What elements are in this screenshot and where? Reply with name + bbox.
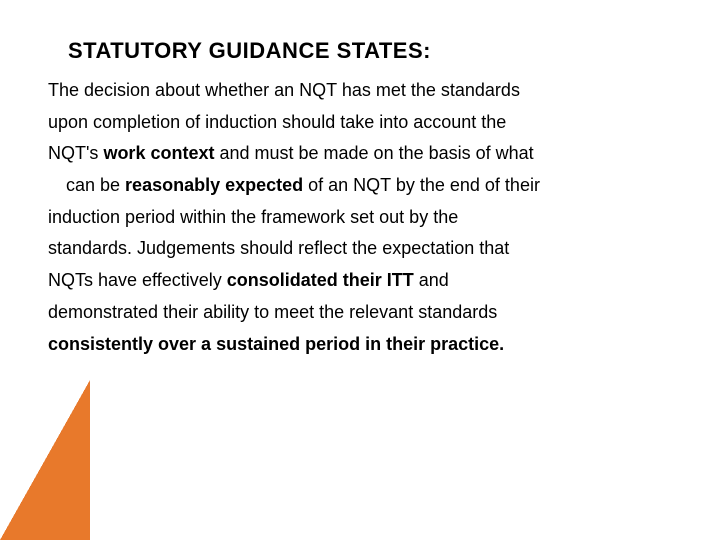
text-line: demonstrated their ability to meet the r… [48, 298, 672, 328]
emphasis-text: work context [103, 143, 214, 163]
text-line: The decision about whether an NQT has me… [48, 76, 672, 106]
text-span: NQT's [48, 143, 103, 163]
emphasis-text: consistently [48, 334, 153, 354]
text-span: can be [66, 175, 125, 195]
page-title: STATUTORY GUIDANCE STATES: [48, 38, 672, 64]
emphasis-text: reasonably expected [125, 175, 303, 195]
text-span: of an NQT by the end of their [303, 175, 540, 195]
text-line: standards. Judgements should reflect the… [48, 234, 672, 264]
slide-content: STATUTORY GUIDANCE STATES: The decision … [0, 0, 720, 359]
text-line: consistently over a sustained period in … [48, 330, 672, 360]
text-line: upon completion of induction should take… [48, 108, 672, 138]
text-line: NQT's work context and must be made on t… [48, 139, 672, 169]
text-span: and must be made on the basis of what [214, 143, 533, 163]
emphasis-text: consolidated their ITT [227, 270, 414, 290]
text-span: and [414, 270, 449, 290]
text-line: induction period within the framework se… [48, 203, 672, 233]
corner-decoration [0, 380, 90, 540]
emphasis-text: over a sustained period in their practic… [153, 334, 504, 354]
body-text: The decision about whether an NQT has me… [48, 76, 672, 359]
text-span: NQTs have effectively [48, 270, 227, 290]
text-line: NQTs have effectively consolidated their… [48, 266, 672, 296]
text-line: can be reasonably expected of an NQT by … [48, 171, 672, 201]
